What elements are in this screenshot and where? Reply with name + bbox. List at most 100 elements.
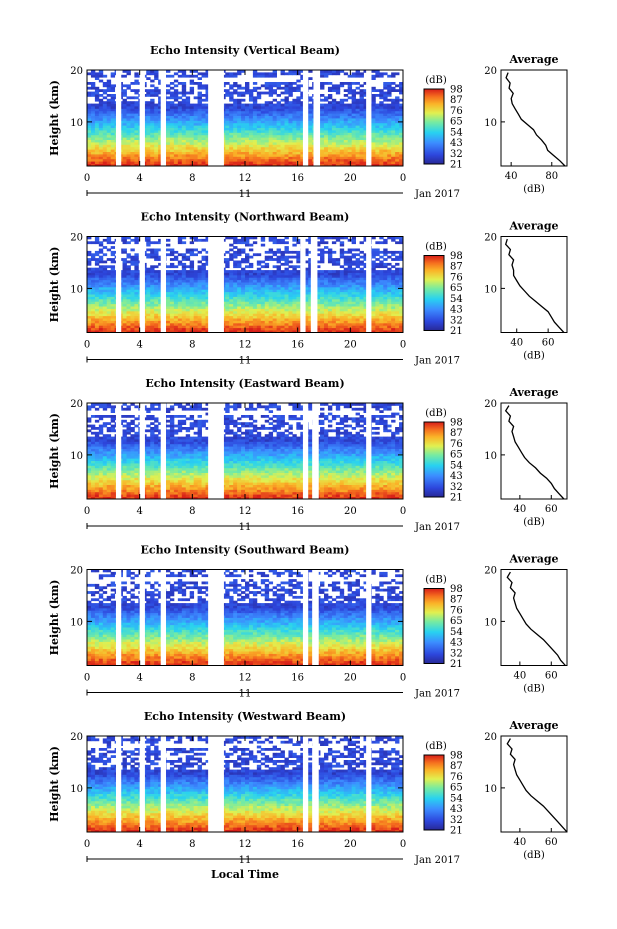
heatmap-cell	[154, 154, 159, 157]
heatmap-cell	[343, 260, 349, 264]
heatmap-cell	[185, 151, 191, 155]
heatmap-cell	[355, 286, 360, 290]
heatmap-cell	[276, 330, 281, 333]
heatmap-cell	[296, 282, 301, 285]
heatmap-cell	[90, 149, 96, 152]
heatmap-cell	[94, 89, 100, 92]
heatmap-cell	[324, 286, 329, 290]
heatmap-cell	[166, 315, 171, 319]
heatmap-cell	[280, 161, 285, 164]
heatmap-cell	[201, 115, 206, 119]
heatmap-cell	[292, 163, 297, 167]
heatmap-cell	[205, 313, 210, 317]
heatmap-cell	[90, 272, 96, 276]
heatmap-cell	[90, 327, 96, 331]
heatmap-cell	[272, 91, 277, 95]
heatmap-cell	[126, 110, 131, 114]
heatmap-cell	[181, 113, 187, 116]
heatmap-cell	[248, 301, 254, 305]
heatmap-cell	[355, 327, 360, 331]
heatmap-cell	[154, 279, 159, 283]
heatmap-cell	[245, 306, 250, 309]
heatmap-cell	[87, 294, 92, 297]
heatmap-cell	[241, 70, 246, 73]
heatmap-cell	[197, 298, 202, 302]
heatmap-cell	[245, 130, 250, 133]
heatmap-cell	[391, 120, 396, 124]
heatmap-cell	[347, 106, 353, 109]
heatmap-cell	[173, 91, 179, 95]
heatmap-cell	[248, 279, 254, 283]
heatmap-cell	[205, 74, 210, 78]
heatmap-cell	[94, 154, 100, 157]
heatmap-cell	[335, 122, 341, 126]
heatmap-cell	[185, 274, 191, 278]
heatmap-cell	[383, 113, 388, 116]
heatmap-cell	[122, 89, 127, 92]
heatmap-cell	[284, 156, 289, 160]
heatmap-cell	[320, 277, 325, 281]
heatmap-cell	[264, 327, 270, 331]
heatmap-cell	[146, 267, 151, 271]
heatmap-cell	[335, 156, 341, 160]
heatmap-cell	[331, 110, 337, 114]
heatmap-cell	[205, 274, 210, 278]
heatmap-cell	[154, 282, 159, 285]
heatmap-cell	[185, 315, 191, 319]
heatmap-cell	[173, 122, 179, 126]
heatmap-cell	[320, 318, 325, 321]
heatmap-cell	[335, 142, 341, 145]
heatmap-cell	[387, 294, 392, 297]
heatmap-cell	[122, 118, 127, 121]
heatmap-cell	[260, 315, 266, 319]
heatmap-cell	[327, 286, 333, 290]
heatmap-cell	[245, 134, 250, 138]
heatmap-cell	[193, 284, 198, 288]
heatmap-cell	[387, 279, 392, 283]
heatmap-cell	[335, 70, 341, 73]
heatmap-cell	[280, 151, 285, 155]
heatmap-cell	[185, 144, 191, 148]
heatmap-cell	[181, 158, 187, 162]
heatmap-cell	[371, 122, 376, 126]
heatmap-cell	[248, 265, 254, 269]
heatmap-cell	[316, 284, 321, 288]
heatmap-cell	[260, 270, 266, 273]
heatmap-cell	[98, 101, 104, 104]
heatmap-cell	[205, 142, 210, 145]
heatmap-cell	[387, 282, 392, 285]
heatmap-cell	[320, 134, 325, 138]
heatmap-cell	[102, 82, 108, 85]
heatmap-cell	[359, 125, 364, 128]
heatmap-cell	[169, 122, 175, 126]
heatmap-cell	[241, 156, 246, 160]
heatmap-cell	[343, 327, 349, 331]
heatmap-cell	[383, 125, 388, 128]
heatmap-cell	[371, 296, 376, 300]
heatmap-cell	[146, 101, 151, 104]
heatmap-cell	[130, 149, 135, 152]
heatmap-cell	[335, 298, 341, 302]
heatmap-cell	[193, 137, 198, 140]
heatmap-cell	[252, 294, 258, 297]
heatmap-cell	[189, 296, 195, 300]
heatmap-cell	[233, 82, 238, 85]
heatmap-cell	[225, 108, 230, 112]
heatmap-cell	[252, 151, 258, 155]
heatmap-cell	[260, 318, 266, 321]
heatmap-cell	[343, 294, 349, 297]
heatmap-cell	[169, 158, 175, 162]
heatmap-cell	[146, 70, 151, 73]
heatmap-cell	[225, 134, 230, 138]
heatmap-cell	[339, 118, 345, 121]
heatmap-cell	[98, 108, 104, 112]
heatmap-cell	[245, 89, 250, 92]
heatmap-cell	[252, 98, 258, 102]
heatmap-cell	[233, 132, 238, 136]
heatmap-cell	[102, 325, 108, 329]
heatmap-cell	[245, 84, 250, 88]
heatmap-cell	[304, 303, 309, 307]
heatmap-cell	[102, 272, 108, 276]
heatmap-cell	[122, 294, 127, 297]
heatmap-cell	[343, 258, 349, 261]
